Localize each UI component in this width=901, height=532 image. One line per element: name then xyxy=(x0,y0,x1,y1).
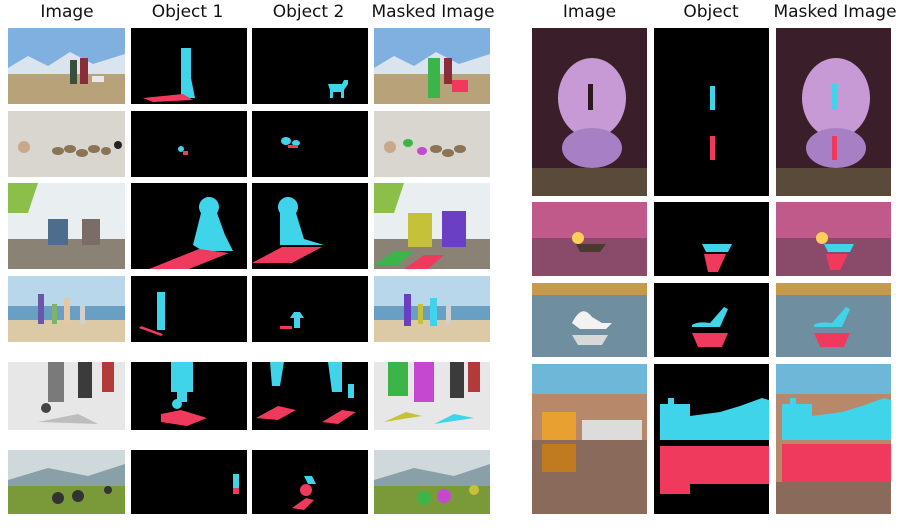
right-row4-image xyxy=(532,364,647,514)
right-row1-masked-image xyxy=(776,28,891,196)
row5-image xyxy=(8,362,125,430)
row6-masked-image xyxy=(374,450,490,514)
row1-object2-mask xyxy=(252,28,368,104)
row3-object1-mask xyxy=(131,183,247,269)
row3-object2-mask xyxy=(252,183,368,269)
row3-image xyxy=(8,183,125,269)
right-row3-masked-image xyxy=(776,283,891,357)
right-row1-image xyxy=(532,28,647,196)
header-image-right: Image xyxy=(562,2,617,22)
header-masked-image-right: Masked Image xyxy=(773,2,897,22)
row3-masked-image xyxy=(374,183,490,269)
right-row1-object-mask xyxy=(654,28,769,196)
row2-object2-mask xyxy=(252,111,368,177)
row4-masked-image xyxy=(374,276,490,342)
row1-object1-mask xyxy=(131,28,247,104)
row6-image xyxy=(8,450,125,514)
row6-object2-mask xyxy=(252,450,368,514)
row5-masked-image xyxy=(374,362,490,430)
right-row2-image xyxy=(532,202,647,276)
row5-object1-mask xyxy=(131,362,247,430)
right-row2-masked-image xyxy=(776,202,891,276)
header-image-left: Image xyxy=(40,2,94,22)
header-object-2: Object 2 xyxy=(272,2,345,22)
right-row3-object-mask xyxy=(654,283,769,357)
header-object: Object xyxy=(683,2,739,22)
right-row4-object-mask xyxy=(654,364,769,514)
right-row3-image xyxy=(532,283,647,357)
right-row2-object-mask xyxy=(654,202,769,276)
row4-image xyxy=(8,276,125,342)
row2-image xyxy=(8,111,125,177)
row2-object1-mask xyxy=(131,111,247,177)
row1-masked-image xyxy=(374,28,490,104)
row4-object1-mask xyxy=(131,276,247,342)
row1-image xyxy=(8,28,125,104)
row4-object2-mask xyxy=(252,276,368,342)
header-masked-image-left: Masked Image xyxy=(371,2,495,22)
row2-masked-image xyxy=(374,111,490,177)
right-row4-masked-image xyxy=(776,364,891,514)
row6-object1-mask xyxy=(131,450,247,514)
header-object-1: Object 1 xyxy=(151,2,224,22)
row5-object2-mask xyxy=(252,362,368,430)
